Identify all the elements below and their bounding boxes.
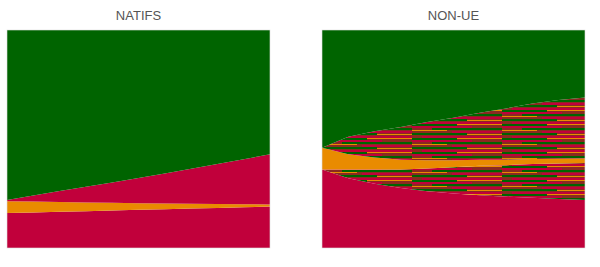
panel-title: NON-UE xyxy=(428,8,480,23)
plot-area xyxy=(322,30,585,248)
panel-title: NATIFS xyxy=(116,8,162,23)
plot-frame xyxy=(7,30,270,248)
area-layer xyxy=(7,207,270,248)
chart-figure: NATIFS NON-UE xyxy=(0,0,600,267)
plot-area xyxy=(7,30,270,248)
area-layer xyxy=(7,30,270,200)
area-layer xyxy=(322,30,585,148)
plot-frame xyxy=(322,30,585,248)
